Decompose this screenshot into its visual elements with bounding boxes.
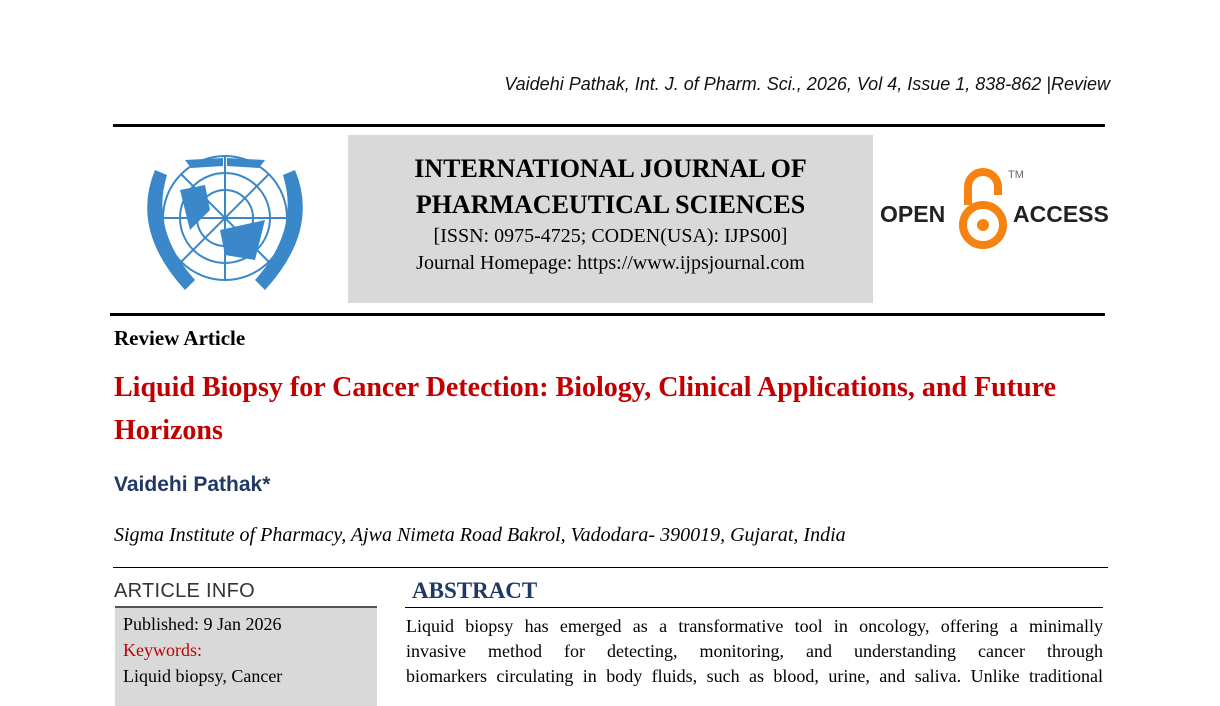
open-lock-icon [959,168,1007,249]
abstract-heading: ABSTRACT [412,578,538,603]
article-info-box: Published: 9 Jan 2026 Keywords: Liquid b… [115,606,377,706]
journal-name-line2: PHARMACEUTICAL SCIENCES [415,190,806,219]
journal-issn: [ISSN: 0975-4725; CODEN(USA): IJPS00] [433,225,788,247]
journal-name-line1: INTERNATIONAL JOURNAL OF [414,154,807,183]
trademark: TM [1008,169,1024,181]
affiliation: Sigma Institute of Pharmacy, Ajwa Nimeta… [114,524,846,546]
open-text: OPEN [880,201,946,227]
citation-header: Vaidehi Pathak, Int. J. of Pharm. Sci., … [504,74,1110,94]
abstract-text: Liquid biopsy has emerged as a transform… [406,614,1103,689]
top-rule [113,124,1105,127]
access-text: ACCESS [1013,201,1109,227]
journal-logo [147,155,303,290]
abstract-line: biomarkers circulating in body fluids, s… [406,666,1103,686]
article-type: Review Article [114,326,246,350]
article-info-heading: ARTICLE INFO [114,580,256,602]
journal-homepage[interactable]: Journal Homepage: https://www.ijpsjourna… [416,252,805,274]
section-rule [113,567,1108,568]
open-access-logo: OPEN ACCESS TM [880,165,1110,255]
abstract-line: invasive method for detecting, monitorin… [406,641,1103,661]
banner-bottom-rule [110,313,1105,316]
published-date: Published: 9 Jan 2026 [123,614,282,634]
article-title: Liquid Biopsy for Cancer Detection: Biol… [114,372,1056,446]
journal-banner: INTERNATIONAL JOURNAL OF PHARMACEUTICAL … [348,135,873,303]
keywords: Liquid biopsy, Cancer [123,666,283,686]
keywords-label: Keywords: [123,640,202,660]
abstract-rule [405,607,1103,608]
abstract-line: Liquid biopsy has emerged as a transform… [406,616,1103,636]
author[interactable]: Vaidehi Pathak* [114,473,271,496]
